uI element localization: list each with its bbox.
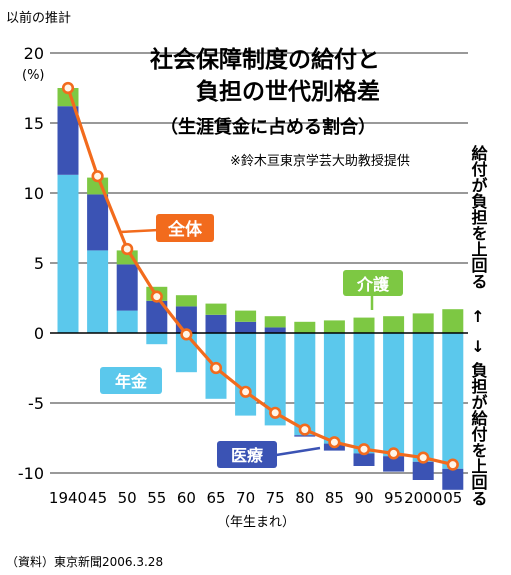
header-note: 以前の推計 — [6, 10, 71, 26]
bar-segment — [87, 250, 109, 333]
y-tick-labels: 20 15 10 5 0 -5 -10 — [18, 44, 44, 483]
bar-segment — [205, 314, 227, 333]
label-medical: 医療 — [217, 441, 321, 468]
total-data-point — [239, 385, 252, 398]
bar-segment — [442, 333, 464, 469]
bar-segment — [175, 333, 197, 373]
series-label-nursing: 介護 — [356, 275, 390, 294]
y-tick-label: 20 — [24, 44, 44, 63]
bar-segment — [412, 313, 434, 333]
y-tick-label: -5 — [28, 394, 44, 413]
total-data-point — [121, 242, 134, 256]
y-tick-label: 10 — [24, 184, 44, 203]
bar-segment — [412, 461, 434, 480]
label-total: 全体 — [119, 214, 214, 242]
bar-segment — [264, 316, 286, 328]
x-tick-label: 1940 — [49, 489, 87, 507]
bars — [57, 88, 464, 490]
bar-segment — [264, 333, 286, 426]
x-tick-label: 90 — [354, 489, 373, 507]
bar-segment — [383, 456, 405, 472]
bar-segment — [57, 106, 79, 175]
y-tick-label: 0 — [34, 324, 44, 343]
upper-side-label: 給付が負担を上回る — [469, 144, 488, 289]
bar-segment — [353, 333, 375, 454]
gridlines — [50, 52, 468, 474]
bar-segment — [442, 468, 464, 490]
bar-segment — [264, 327, 286, 333]
y-tick-label: 5 — [34, 254, 44, 273]
x-tick-label: 80 — [295, 489, 314, 507]
bar-segment — [146, 300, 168, 333]
bar-segment — [205, 303, 227, 315]
x-tick-label: 65 — [206, 489, 225, 507]
total-data-point — [387, 447, 400, 460]
bar-segment — [116, 310, 138, 333]
x-tick-label: 45 — [88, 489, 107, 507]
total-data-point — [298, 423, 311, 436]
source-note: （資料）東京新聞2006.3.28 — [6, 554, 163, 569]
bar-segment — [323, 320, 345, 333]
bar-segment — [353, 317, 375, 333]
x-tick-label: 85 — [325, 489, 344, 507]
x-tick-label: 70 — [236, 489, 255, 507]
bar-segment — [87, 194, 109, 251]
series-label-pension: 年金 — [115, 372, 148, 391]
x-tick-label: 50 — [118, 489, 137, 507]
total-data-point — [269, 406, 282, 419]
bar-segment — [116, 250, 138, 265]
x-axis-label: （年生まれ） — [217, 515, 295, 530]
bar-segment — [294, 435, 316, 437]
total-data-point — [417, 451, 430, 464]
bar-segment — [442, 309, 464, 333]
chart-title-line-2: 負担の世代別格差 — [196, 78, 380, 105]
arrow-down-icon: ↓ — [471, 337, 484, 356]
x-tick-label: 95 — [384, 489, 403, 507]
x-tick-label: 75 — [266, 489, 285, 507]
bar-segment — [57, 174, 79, 333]
y-unit-label: (%) — [22, 68, 45, 83]
total-data-point — [446, 458, 459, 471]
total-data-point — [61, 81, 75, 95]
total-line — [61, 81, 459, 471]
bar-segment — [116, 264, 138, 311]
series-label-total: 全体 — [167, 219, 203, 240]
bar-segment — [323, 333, 345, 444]
total-data-point — [91, 170, 104, 183]
bar-segment — [146, 333, 168, 345]
bar-segment — [294, 333, 316, 436]
y-tick-label: 15 — [24, 114, 44, 133]
x-tick-label: 2000 — [404, 489, 442, 507]
credit-note: ※鈴木亘東京学芸大助教授提供 — [230, 153, 410, 169]
label-nursing: 介護 — [343, 270, 403, 310]
label-pension: 年金 — [100, 367, 162, 394]
x-tick-label: 05 — [443, 489, 462, 507]
total-data-point — [209, 361, 223, 375]
x-tick-label: 55 — [147, 489, 166, 507]
bar-segment — [383, 333, 405, 457]
chart-subtitle: （生涯賃金に占める割合） — [160, 116, 376, 138]
chart-title-line-1: 社会保障制度の給付と — [150, 46, 380, 73]
arrow-up-icon: ↑ — [471, 307, 484, 326]
bar-segment — [235, 321, 257, 333]
lower-side-label: 負担が給付を上回る — [469, 361, 488, 506]
total-data-point — [150, 290, 163, 303]
x-tick-labels: 1940 45 50 55 60 65 70 75 80 85 90 95 2000 05 — [49, 489, 462, 507]
y-tick-label: -10 — [18, 464, 44, 483]
bar-segment — [235, 333, 257, 416]
total-data-point — [357, 443, 371, 456]
total-data-point — [328, 436, 341, 449]
series-label-medical: 医療 — [231, 446, 264, 465]
bar-segment — [235, 310, 257, 322]
bar-segment — [175, 295, 197, 307]
bar-segment — [294, 321, 316, 333]
bar-segment — [383, 316, 405, 333]
x-tick-label: 60 — [177, 489, 196, 507]
total-data-point — [180, 328, 193, 341]
bar-segment — [412, 333, 434, 462]
bar-segment — [353, 453, 375, 466]
